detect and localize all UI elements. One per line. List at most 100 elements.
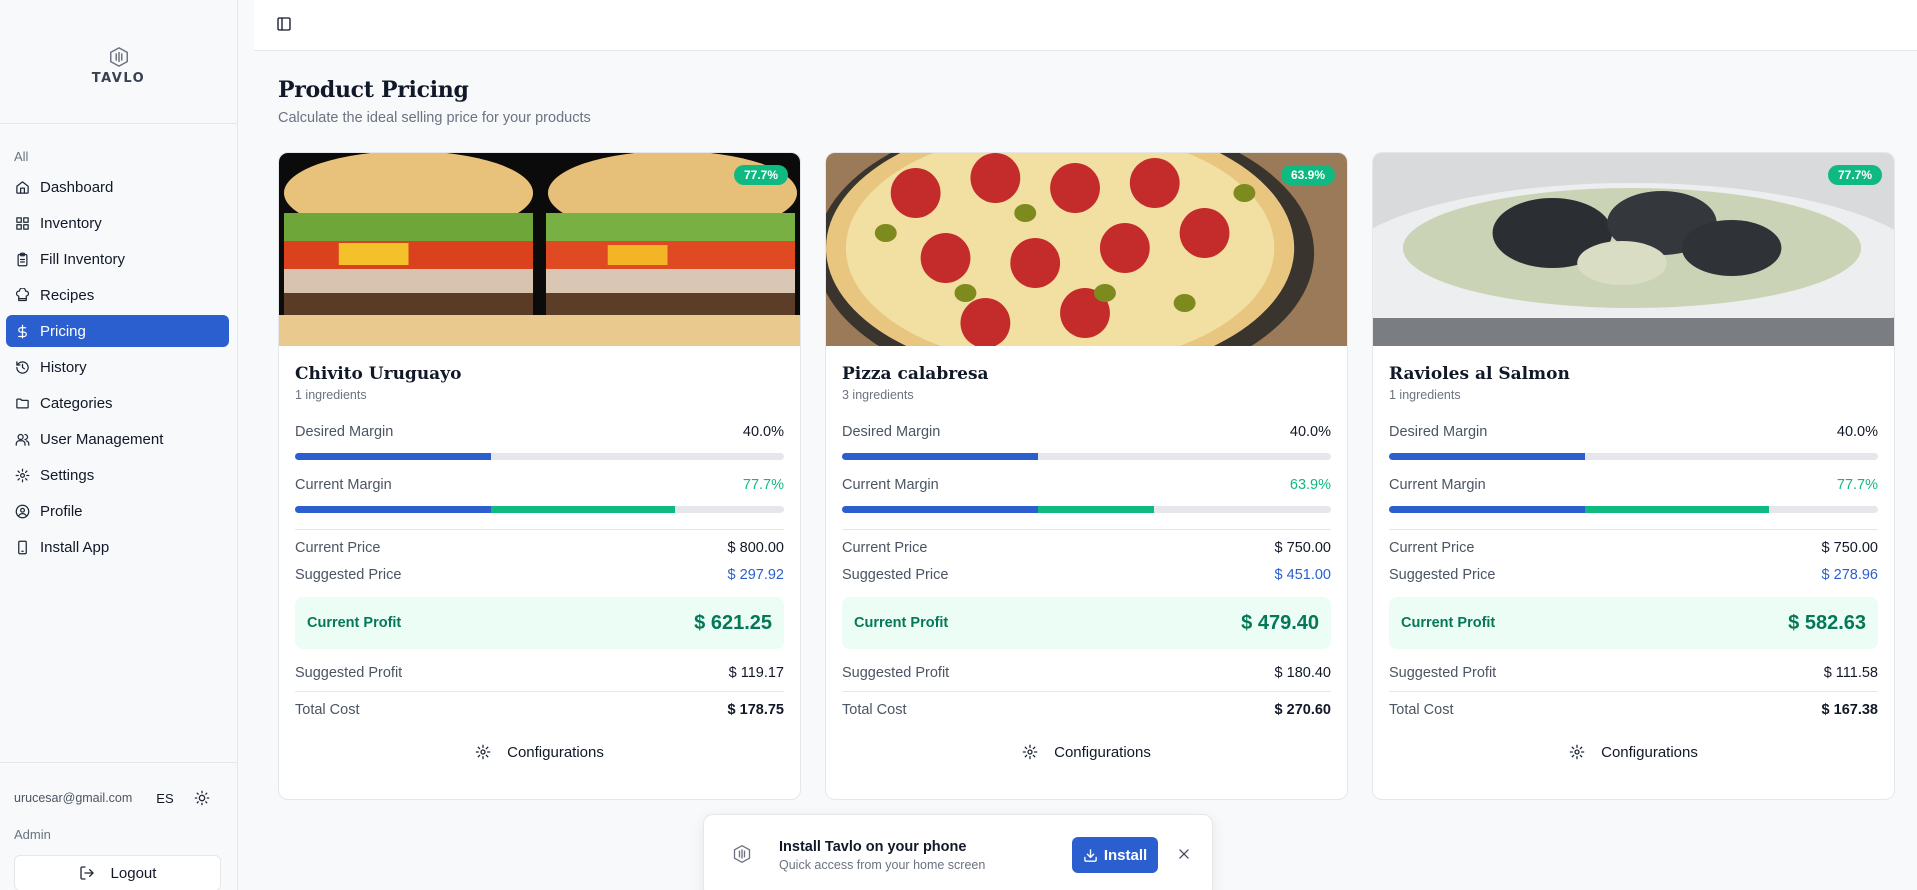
divider [842,691,1331,692]
product-image: 77.7% [279,153,800,346]
desired-margin-row: Desired Margin 40.0% [842,424,1331,440]
current-margin-row: Current Margin 77.7% [1389,477,1878,493]
desired-margin-bar [295,453,784,460]
product-card: 77.7% Chivito Uruguayo 1 ingredients Des… [278,152,801,800]
logout-label: Logout [110,864,157,882]
configurations-button[interactable]: Configurations [842,732,1331,772]
total-cost-value: $ 178.75 [727,702,784,718]
sun-icon[interactable] [194,790,210,806]
configurations-button[interactable]: Configurations [1389,732,1878,772]
current-price-label: Current Price [1389,540,1475,556]
topbar [254,0,1917,51]
current-price-row: Current Price $ 750.00 [1389,540,1878,556]
current-margin-extra-fill [1584,506,1769,513]
sidebar-item-label: Recipes [40,286,95,304]
sidebar-item-inventory[interactable]: Inventory [6,207,229,239]
current-margin-bar [1389,506,1878,513]
desired-margin-bar [842,453,1331,460]
tavlo-logo-icon [109,46,128,67]
gear-icon [1022,744,1054,760]
sidebar-item-recipes[interactable]: Recipes [6,279,229,311]
sidebar-item-history[interactable]: History [6,351,229,383]
sidebar-item-fill-inventory[interactable]: Fill Inventory [6,243,229,275]
total-cost-value: $ 167.38 [1821,702,1878,718]
sidebar-item-user-management[interactable]: User Management [6,423,229,455]
sidebar-item-categories[interactable]: Categories [6,387,229,419]
suggested-price-row: Suggested Price $ 297.92 [295,567,784,583]
suggested-profit-value: $ 119.17 [728,665,784,681]
sidebar-item-dashboard[interactable]: Dashboard [6,171,229,203]
total-cost-row: Total Cost $ 178.75 [295,702,784,718]
suggested-price-row: Suggested Price $ 451.00 [842,567,1331,583]
sidebar-item-label: Categories [40,394,113,412]
sidebar-item-label: Fill Inventory [40,250,126,268]
current-price-label: Current Price [295,540,381,556]
current-price-row: Current Price $ 800.00 [295,540,784,556]
download-icon [1084,848,1097,862]
suggested-profit-label: Suggested Profit [1389,665,1497,681]
sidebar-nav: Dashboard Inventory Fill Inventory Recip… [6,171,229,567]
suggested-profit-row: Suggested Profit $ 180.40 [842,665,1331,681]
total-cost-value: $ 270.60 [1274,702,1331,718]
suggested-price-label: Suggested Price [842,567,949,583]
sidebar-item-profile[interactable]: Profile [6,495,229,527]
sidebar-item-label: History [40,358,87,376]
language-toggle[interactable]: ES [156,790,174,806]
current-profit-box: Current Profit $ 621.25 [295,597,784,649]
sidebar-item-label: Install App [40,538,110,556]
users-icon [14,431,30,447]
current-profit-box: Current Profit $ 582.63 [1389,597,1878,649]
current-margin-value: 77.7% [742,477,784,493]
current-margin-base-fill [1389,506,1585,513]
suggested-price-label: Suggested Price [295,567,402,583]
sidebar-item-label: Profile [40,502,83,520]
desired-margin-fill [842,453,1038,460]
current-margin-label: Current Margin [295,477,392,493]
sidebar-item-settings[interactable]: Settings [6,459,229,491]
user-email: urucesar@gmail.com [14,791,133,805]
total-cost-label: Total Cost [1389,702,1454,718]
current-price-value: $ 750.00 [1274,540,1331,556]
sidebar-item-label: Inventory [40,214,102,232]
logout-icon [79,866,94,880]
current-profit-box: Current Profit $ 479.40 [842,597,1331,649]
suggested-profit-label: Suggested Profit [842,665,950,681]
sidebar-toggle-icon[interactable] [276,16,292,32]
product-image: 77.7% [1373,153,1894,346]
current-price-label: Current Price [842,540,928,556]
clipboard-icon [14,251,30,267]
configurations-label: Configurations [507,743,604,761]
divider [295,691,784,692]
sidebar-item-install-app[interactable]: Install App [6,531,229,563]
close-icon[interactable] [1177,847,1191,861]
suggested-profit-row: Suggested Profit $ 111.58 [1389,665,1878,681]
product-card: 77.7% Ravioles al Salmon 1 ingredients D… [1372,152,1895,800]
suggested-price-label: Suggested Price [1389,567,1496,583]
sidebar-item-pricing[interactable]: Pricing [6,315,229,347]
desired-margin-value: 40.0% [742,424,784,440]
install-button[interactable]: Install [1072,837,1158,873]
logout-button[interactable]: Logout [14,855,221,890]
gear-icon [14,467,30,483]
divider [842,529,1331,530]
margin-badge: 77.7% [733,165,788,185]
product-image: 63.9% [826,153,1347,346]
current-margin-extra-fill [490,506,675,513]
suggested-price-value: $ 278.96 [1821,567,1878,583]
user-circle-icon [14,503,30,519]
divider [295,529,784,530]
suggested-profit-value: $ 180.40 [1274,665,1331,681]
toast-title: Install Tavlo on your phone [779,839,967,855]
current-profit-value: $ 479.40 [1241,611,1319,634]
current-margin-value: 63.9% [1289,477,1331,493]
sidebar-footer: urucesar@gmail.com ES Admin Logout [0,762,238,890]
brand[interactable]: TAVLO [0,0,237,124]
desired-margin-label: Desired Margin [1389,424,1488,440]
product-card: 63.9% Pizza calabresa 3 ingredients Desi… [825,152,1348,800]
product-name: Pizza calabresa [842,364,989,384]
ingredient-count: 1 ingredients [1389,388,1461,402]
total-cost-row: Total Cost $ 167.38 [1389,702,1878,718]
brand-name: TAVLO [91,70,146,86]
configurations-button[interactable]: Configurations [295,732,784,772]
suggested-profit-row: Suggested Profit $ 119.17 [295,665,784,681]
